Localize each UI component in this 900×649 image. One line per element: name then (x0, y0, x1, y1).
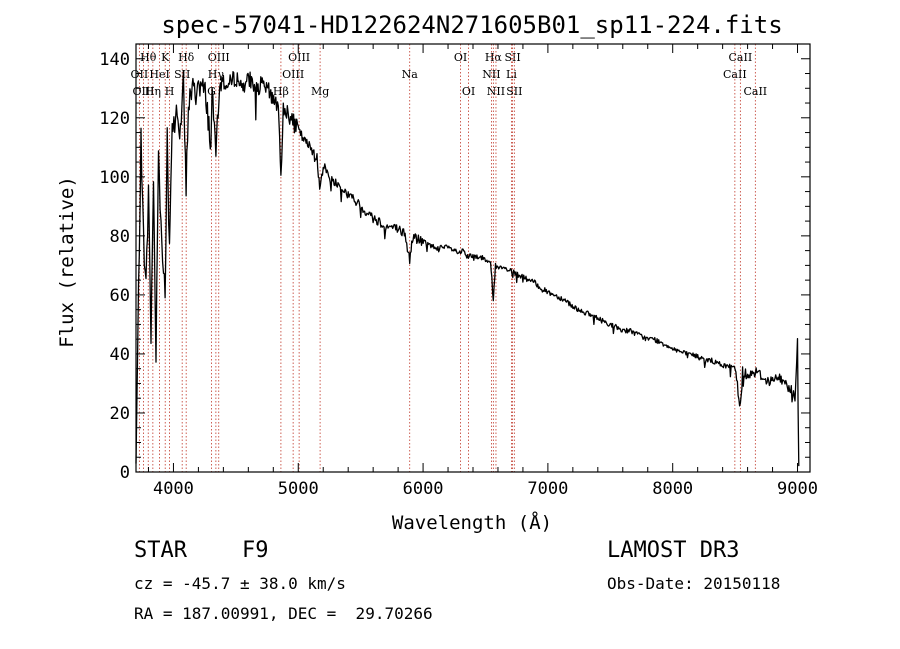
spectrum-chart: spec-57041-HD122624N271605B01_sp11-224.f… (56, 11, 818, 534)
line-label-12: OIII (288, 51, 310, 64)
line-label-0: Hθ (140, 51, 157, 64)
line-label-13: OIII (282, 68, 304, 81)
y-tick-label-40: 40 (110, 345, 130, 365)
line-label-17: OI (454, 51, 467, 64)
line-label-27: CaII (743, 85, 767, 98)
line-label-3: K (161, 51, 170, 64)
x-tick-label-8000: 8000 (652, 479, 693, 499)
y-tick-label-20: 20 (110, 404, 130, 424)
y-tick-label-60: 60 (110, 286, 130, 306)
y-axis-label: Flux (relative) (56, 176, 78, 348)
line-label-4: HeI (149, 68, 169, 81)
line-label-15: Mg (311, 85, 329, 98)
obs-date: Obs-Date: 20150118 (607, 574, 781, 593)
x-tick-label-4000: 4000 (153, 479, 194, 499)
line-label-1: OII (131, 68, 149, 81)
line-label-21: NII (487, 85, 505, 98)
line-label-10: Hγ (208, 68, 225, 81)
survey-name: LAMOST DR3 (607, 538, 740, 563)
axis-ticks: 4000 5000 6000 7000 8000 9000 0 20 40 60 80 100 120 1… (99, 44, 818, 499)
line-label-20: NII (482, 68, 500, 81)
line-label-16: Na (402, 68, 419, 81)
line-label-8: Hδ (178, 51, 195, 64)
y-tick-label-0: 0 (120, 463, 130, 483)
redshift-readout: cz = -45.7 ± 38.0 km/s (134, 574, 346, 593)
line-label-6: SII (174, 68, 190, 81)
x-tick-label-5000: 5000 (278, 479, 319, 499)
y-tick-label-140: 140 (99, 50, 130, 70)
line-label-26: CaII (723, 68, 747, 81)
line-label-14: Hβ (273, 85, 289, 98)
line-label-25: CaII (729, 51, 753, 64)
line-label-18: OI (462, 85, 475, 98)
ra-dec-readout: RA = 187.00991, DEC = 29.70266 (134, 604, 433, 623)
line-label-7: H (165, 85, 175, 98)
x-tick-label-9000: 9000 (777, 479, 818, 499)
line-label-22: SII (504, 51, 520, 64)
object-subclass: F9 (242, 538, 269, 563)
x-tick-label-6000: 6000 (403, 479, 444, 499)
line-label-24: SII (506, 85, 522, 98)
x-axis-label: Wavelength (Å) (392, 511, 552, 534)
line-label-5: Hη (145, 85, 161, 98)
chart-title: spec-57041-HD122624N271605B01_sp11-224.f… (161, 11, 782, 39)
line-label-19: Hα (485, 51, 503, 64)
spectrum-series-line (135, 69, 800, 467)
y-tick-label-100: 100 (99, 168, 130, 188)
object-class: STAR (134, 538, 187, 563)
y-tick-label-120: 120 (99, 109, 130, 129)
line-label-23: Li (506, 68, 517, 81)
y-tick-label-80: 80 (110, 227, 130, 247)
line-label-9: OIII (208, 51, 230, 64)
x-tick-label-7000: 7000 (527, 479, 568, 499)
